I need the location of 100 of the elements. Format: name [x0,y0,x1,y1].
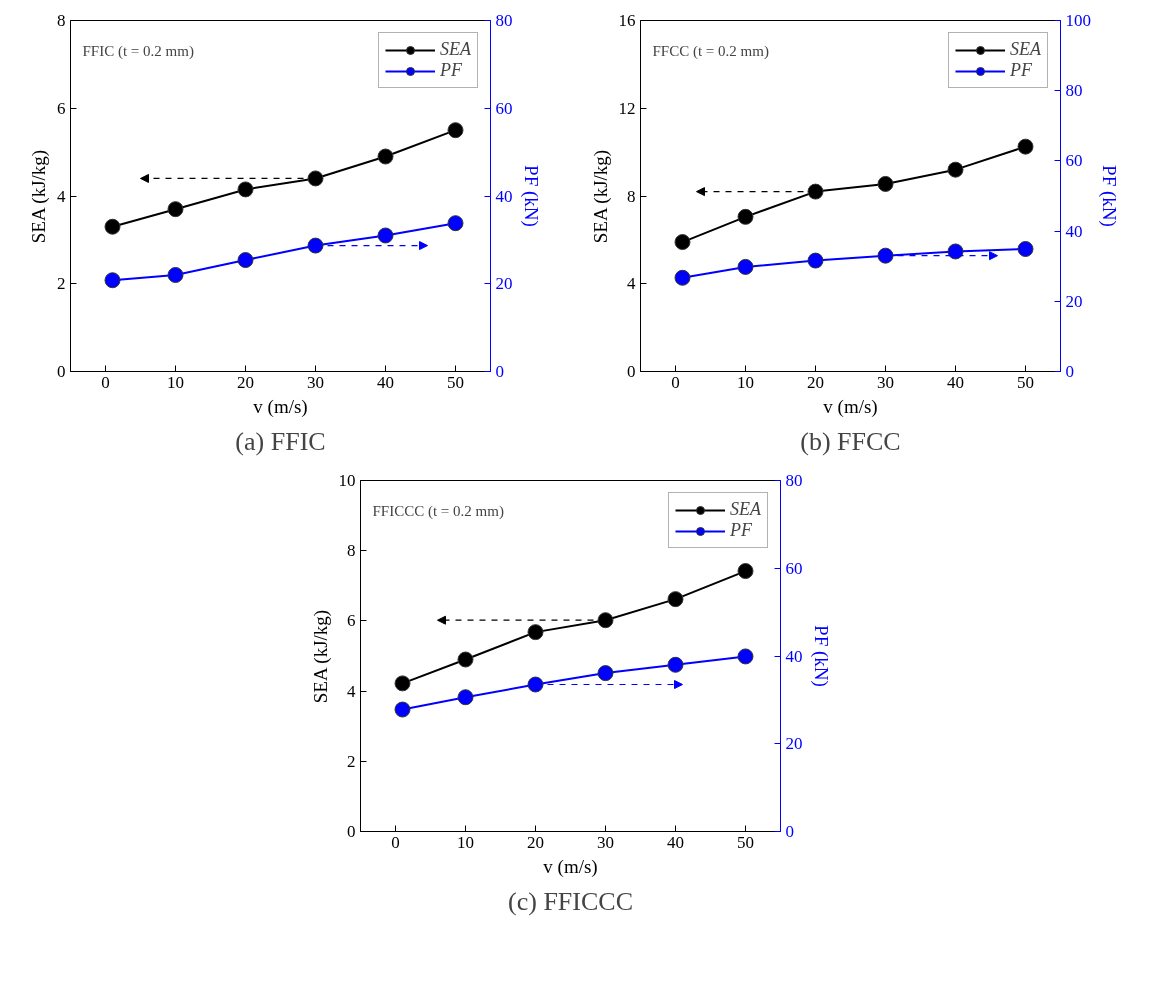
y2-axis-title: PF (kN) [809,625,832,687]
point [527,624,544,641]
x-tick-label: 50 [737,832,754,852]
point [377,227,394,244]
legend-label: SEA [440,39,471,60]
x-tick-label: 50 [1017,372,1034,392]
x-tick-label: 0 [671,372,680,392]
point [597,612,614,629]
x-tick-label: 30 [307,372,324,392]
y-tick-label: 2 [347,751,356,771]
text: (a) FFIC [235,426,326,456]
point [394,701,411,718]
text: (b) FFCC [800,426,901,456]
point [1017,138,1034,155]
point [877,175,894,192]
x-axis-title: v (m/s) [823,395,878,418]
y-tick-label: 4 [347,681,356,701]
x-axis-title: v (m/s) [253,395,308,418]
y2-tick-label: 80 [495,11,513,30]
point [737,208,754,225]
y-tick-label: 12 [618,98,636,118]
y2-tick-label: 20 [785,734,803,754]
x-tick-label: 40 [947,372,964,392]
legend-label: PF [1010,60,1032,81]
x-tick-label: 20 [807,372,824,392]
y-axis-title: SEA (kJ/kg) [28,149,50,244]
point [674,234,691,251]
y2-tick-label: 80 [785,471,803,490]
x-tick-label: 30 [877,372,894,392]
point [947,161,964,178]
x-tick-label: 10 [457,832,474,852]
x-tick-label: 40 [667,832,684,852]
y2-tick-label: 20 [495,274,513,294]
annotation: FFIC (t = 0.2 mm) [82,42,194,60]
legend-label: SEA [1010,39,1041,60]
point [447,215,464,232]
point [807,183,824,200]
point [737,563,754,580]
legend-label: PF [730,520,752,541]
y2-tick-label: 60 [495,98,513,118]
x-tick-label: 20 [237,372,254,392]
point [394,675,411,692]
y-tick-label: 6 [347,611,356,631]
y-axis-title: SEA (kJ/kg) [309,609,332,704]
x-tick-label: 0 [391,832,400,852]
y-tick-label: 4 [627,274,636,294]
y-tick-label: 16 [618,11,636,30]
text: (c) FFICCC [508,886,633,916]
point [667,591,684,608]
annotation: FFCC (t = 0.2 mm) [652,42,769,60]
point [674,269,691,286]
point [167,201,184,218]
y2-axis-title: PF (kN) [1098,165,1120,227]
point [104,272,121,289]
point [447,122,464,139]
y-tick-label: 8 [347,541,356,561]
y2-tick-label: 20 [1065,291,1083,311]
point [237,181,254,198]
point [737,258,754,275]
y2-tick-label: 60 [1065,151,1083,171]
y2-tick-label: 60 [785,558,803,578]
y2-tick-label: 40 [1065,221,1083,241]
x-axis-title: v (m/s) [543,855,598,878]
point [307,237,324,254]
point [807,252,824,269]
x-tick-label: 20 [527,832,544,852]
point [457,651,474,668]
point [377,148,394,165]
x-tick-label: 30 [597,832,614,852]
point [167,266,184,283]
point [307,170,324,187]
y-tick-label: 8 [627,186,636,206]
point [877,247,894,264]
point [947,243,964,260]
y2-tick-label: 100 [1065,11,1091,30]
point [457,689,474,706]
y2-tick-label: 40 [785,646,803,666]
legend-label: SEA [730,499,761,520]
annotation: FFICCC (t = 0.2 mm) [372,502,504,520]
x-tick-label: 40 [377,372,394,392]
point [597,665,614,682]
y-tick-label: 10 [338,471,356,490]
x-tick-label: 10 [167,372,184,392]
point [104,218,121,235]
y2-tick-label: 40 [495,186,513,206]
x-tick-label: 0 [101,372,110,392]
y2-tick-label: 80 [1065,81,1083,101]
legend-label: PF [440,60,462,81]
y-axis-title: SEA (kJ/kg) [589,149,612,244]
point [1017,241,1034,257]
point [527,676,544,693]
x-tick-label: 10 [737,372,754,392]
y-tick-label: 4 [57,186,66,206]
x-tick-label: 50 [447,372,464,392]
y2-axis-title: PF (kN) [519,165,542,227]
point [737,648,754,665]
y-tick-label: 8 [57,11,66,30]
point [237,252,254,269]
y-tick-label: 2 [57,274,66,294]
y-tick-label: 6 [57,98,66,118]
